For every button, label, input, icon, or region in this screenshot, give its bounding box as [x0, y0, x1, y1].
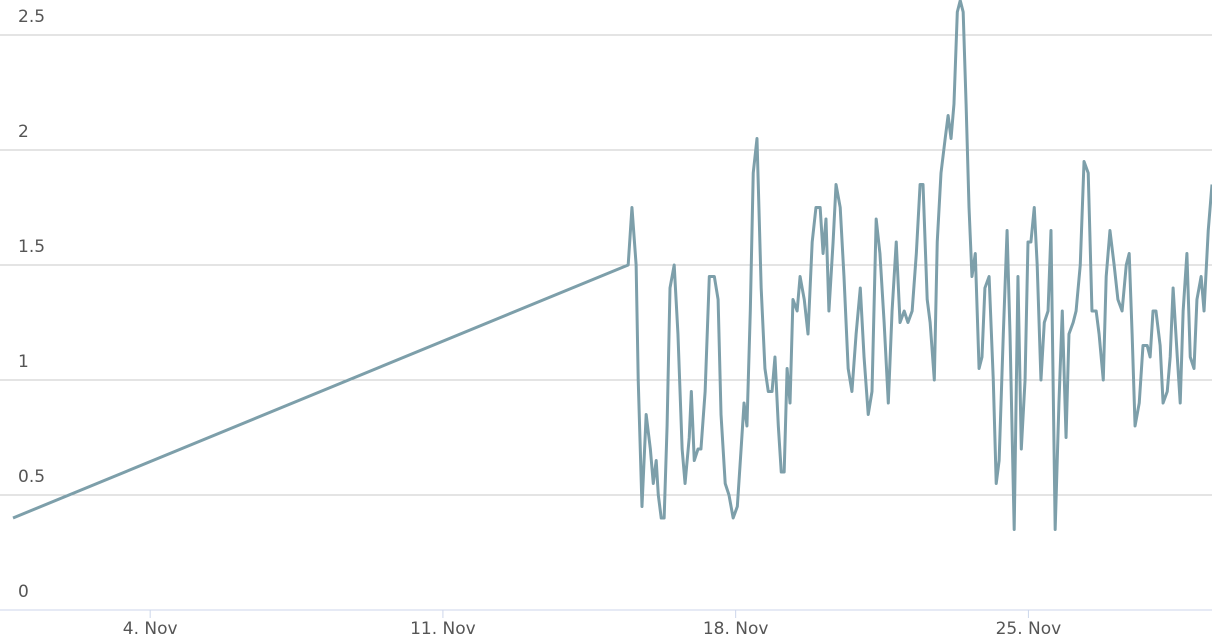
x-tick-label: 11. Nov	[410, 619, 476, 636]
x-tick-label: 25. Nov	[996, 619, 1062, 636]
x-tick-label: 18. Nov	[703, 619, 769, 636]
y-tick-label: 0	[18, 582, 29, 602]
y-tick-label: 2	[18, 122, 29, 142]
y-tick-label: 0.5	[18, 467, 45, 487]
x-tick-label: 4. Nov	[123, 619, 178, 636]
y-tick-label: 1	[18, 352, 29, 372]
data-line	[12, 0, 1212, 531]
y-tick-label: 2.5	[18, 7, 45, 27]
y-tick-label: 1.5	[18, 237, 45, 257]
